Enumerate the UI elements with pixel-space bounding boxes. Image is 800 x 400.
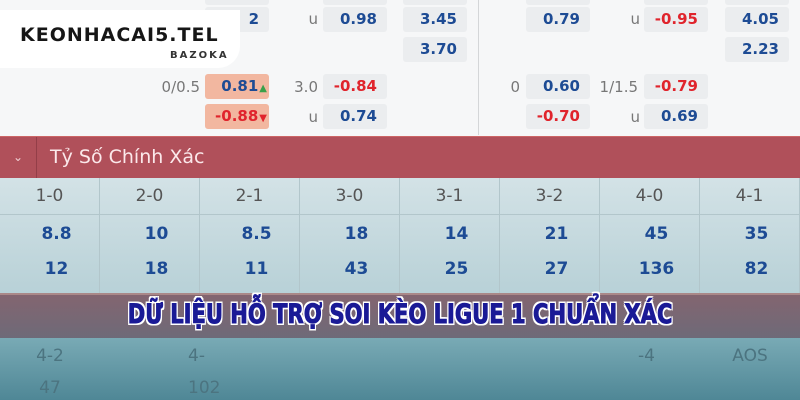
score-label: 3-0 <box>300 178 399 215</box>
odds-away[interactable]: 82 <box>744 259 769 279</box>
odds-cell[interactable]: 3.45 <box>403 7 467 32</box>
score-column: 1-0 8.8 12 <box>0 178 100 293</box>
arrow-down-icon: ▼ <box>259 113 267 124</box>
score-label: 3-1 <box>400 178 499 215</box>
line-label: 3.0 <box>294 78 318 96</box>
odds-cell[interactable]: 3.70 <box>403 37 467 62</box>
odds-cell[interactable] <box>323 0 387 5</box>
odds-away[interactable]: 25 <box>444 259 469 279</box>
logo: KEONHACAI5.TEL BAZOKA <box>0 10 240 68</box>
odds-cell[interactable] <box>725 0 789 5</box>
odds-cell[interactable]: 2.23 <box>725 37 789 62</box>
odds-cell[interactable]: -0.84 <box>323 74 387 99</box>
score-label: 2-1 <box>200 178 299 215</box>
banner-text: DỮ LIỆU HỖ TRỢ SOI KÈO LIGUE 1 CHUẨN XÁC <box>127 299 673 331</box>
odds-value: 0.81 <box>221 77 259 95</box>
score-column: 4-1 35 82 <box>700 178 800 293</box>
odds-cell[interactable] <box>526 0 590 5</box>
odds-home[interactable]: 14 <box>444 224 469 244</box>
odds-value: -0.88 <box>215 107 259 125</box>
score-label: 1-0 <box>0 178 99 215</box>
odds-cell[interactable]: 0.79 <box>526 7 590 32</box>
score-column: 4-0 45 136 <box>600 178 700 293</box>
odds-home[interactable]: 21 <box>544 224 569 244</box>
odds-cell-highlight[interactable]: -0.88▼ <box>205 104 269 129</box>
odds-cell[interactable]: 0.98 <box>323 7 387 32</box>
banner-caption: DỮ LIỆU HỖ TRỢ SOI KÈO LIGUE 1 CHUẨN XÁC <box>0 298 800 334</box>
section-band <box>0 293 800 338</box>
under-label: u <box>630 10 640 28</box>
odds-cell[interactable]: 0.60 <box>526 74 590 99</box>
odds-away[interactable]: 27 <box>544 259 569 279</box>
handicap-label: 0 <box>510 78 520 96</box>
correct-score-table: 1-0 8.8 12 2-0 10 18 2-1 8.5 11 3-0 18 43 3-1 14 25 3-2… <box>0 178 800 293</box>
odds-away[interactable]: 18 <box>144 259 169 279</box>
score-column: 3-0 18 43 <box>300 178 400 293</box>
odds-cell[interactable]: -0.95 <box>644 7 708 32</box>
logo-text: KEONHACAI5.TEL <box>20 24 219 46</box>
odds-cell-highlight[interactable]: 0.81▲ <box>205 74 269 99</box>
handicap-label: 0/0.5 <box>161 78 200 96</box>
arrow-up-icon: ▲ <box>259 83 267 94</box>
odds-cell[interactable] <box>644 0 708 5</box>
odds-cell[interactable] <box>205 0 269 5</box>
odds-away[interactable]: 12 <box>44 259 69 279</box>
under-label: u <box>630 108 640 126</box>
score-label: AOS <box>732 346 768 366</box>
odds-cell[interactable]: 4.05 <box>725 7 789 32</box>
logo-subtext: BAZOKA <box>170 50 229 61</box>
under-label: u <box>308 10 318 28</box>
odds-home[interactable]: 45 <box>644 224 669 244</box>
score-label: 2-0 <box>100 178 199 215</box>
odds-cell[interactable]: 0.69 <box>644 104 708 129</box>
score-label: -4 <box>638 346 655 366</box>
odds-cell[interactable]: 0.74 <box>323 104 387 129</box>
score-label: 4-0 <box>600 178 699 215</box>
chevron-down-icon[interactable]: ⌄ <box>0 137 37 178</box>
odds-value: 47 <box>39 378 61 398</box>
odds-home[interactable]: 10 <box>144 224 169 244</box>
column-divider <box>478 0 479 135</box>
odds-home[interactable]: 18 <box>344 224 369 244</box>
score-label: 4-2 <box>36 346 64 366</box>
odds-cell[interactable]: -0.79 <box>644 74 708 99</box>
odds-value: 102 <box>188 378 221 398</box>
score-label: 4-1 <box>700 178 799 215</box>
odds-away[interactable]: 136 <box>638 259 675 279</box>
section-header-correct-score[interactable]: ⌄ Tỷ Số Chính Xác <box>0 136 800 178</box>
score-label: 3-2 <box>500 178 599 215</box>
score-column: 3-2 21 27 <box>500 178 600 293</box>
odds-home[interactable]: 35 <box>744 224 769 244</box>
section-title: Tỷ Số Chính Xác <box>50 146 205 168</box>
odds-away[interactable]: 43 <box>344 259 369 279</box>
line-label: 1/1.5 <box>599 78 638 96</box>
score-column: 2-1 8.5 11 <box>200 178 300 293</box>
odds-away[interactable]: 11 <box>244 259 269 279</box>
faded-row: 4-2 4- -4 AOS 47 102 <box>0 338 800 400</box>
odds-cell[interactable] <box>403 0 467 5</box>
odds-home[interactable]: 8.5 <box>241 224 272 244</box>
odds-cell[interactable]: -0.70 <box>526 104 590 129</box>
score-column: 3-1 14 25 <box>400 178 500 293</box>
score-column: 2-0 10 18 <box>100 178 200 293</box>
odds-home[interactable]: 8.8 <box>41 224 72 244</box>
under-label: u <box>308 108 318 126</box>
score-label: 4- <box>188 346 205 366</box>
